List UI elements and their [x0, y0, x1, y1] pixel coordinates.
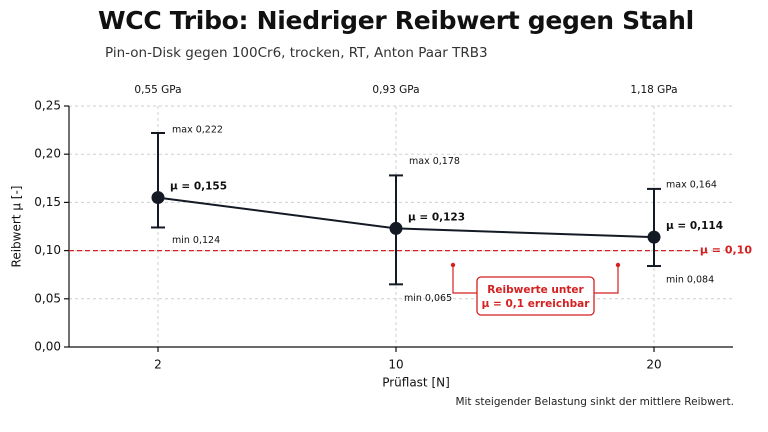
annotation-bracket — [594, 265, 619, 294]
x-tick-label: 20 — [646, 358, 661, 372]
pressure-label: 0,93 GPa — [372, 84, 419, 96]
mean-line — [157, 196, 655, 239]
y-tick-label: 0,20 — [34, 147, 61, 161]
chart-subtitle: Pin-on-Disk gegen 100Cr6, trocken, RT, A… — [105, 45, 488, 61]
min-label: min 0,065 — [404, 293, 452, 304]
y-tick-label: 0,15 — [34, 195, 61, 209]
mean-label: µ = 0,155 — [170, 181, 227, 193]
x-tick-label: 2 — [154, 358, 162, 372]
min-label: min 0,124 — [172, 235, 220, 246]
max-label: max 0,222 — [172, 124, 223, 135]
y-tick-label: 0,25 — [34, 99, 61, 113]
annotation-text: Reibwerte unter — [487, 284, 584, 296]
pressure-label: 1,18 GPa — [630, 84, 677, 96]
max-label: max 0,178 — [409, 156, 460, 167]
y-tick-label: 0,05 — [34, 291, 61, 305]
max-label: max 0,164 — [666, 179, 717, 190]
annotation-bracket — [452, 265, 477, 294]
data-point — [647, 230, 661, 244]
reference-line-label: µ = 0,10 — [700, 244, 752, 257]
data-point — [151, 191, 165, 205]
min-label: min 0,084 — [666, 275, 714, 286]
x-tick-label: 10 — [388, 358, 403, 372]
x-axis-label: Prüflast [N] — [382, 376, 450, 390]
mean-label: µ = 0,123 — [408, 211, 465, 223]
y-tick-label: 0,10 — [34, 243, 61, 257]
chart-title: WCC Tribo: Niedriger Reibwert gegen Stah… — [98, 6, 694, 35]
annotation-box — [476, 276, 595, 316]
chart-footnote: Mit steigender Belastung sinkt der mittl… — [455, 396, 734, 408]
mean-label: µ = 0,114 — [666, 220, 723, 232]
data-point — [389, 221, 403, 235]
pressure-label: 0,55 GPa — [134, 84, 181, 96]
annotation-text: µ = 0,1 erreichbar — [482, 298, 591, 310]
y-tick-label: 0,00 — [34, 340, 61, 354]
y-axis-label: Reibwert µ [-] — [10, 186, 24, 268]
